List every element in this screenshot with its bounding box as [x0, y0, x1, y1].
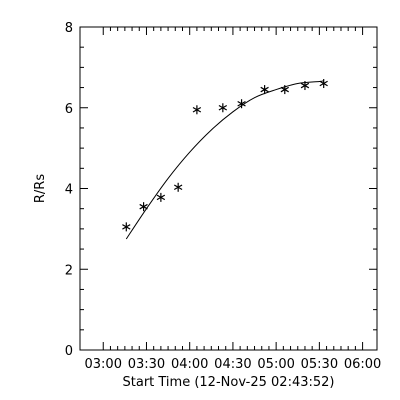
data-point — [156, 192, 166, 202]
data-point — [173, 182, 183, 192]
data-point — [237, 99, 246, 109]
fit-curve — [125, 80, 324, 240]
data-point — [300, 81, 310, 91]
plot-frame — [79, 26, 378, 351]
data-point — [139, 202, 148, 212]
x-tick-label: 05:30 — [301, 357, 338, 372]
data-point — [192, 105, 202, 115]
y-tick-label: 8 — [65, 21, 73, 36]
data-point — [280, 85, 289, 95]
x-tick-label: 04:00 — [171, 357, 208, 372]
y-tick-label: 4 — [65, 183, 73, 198]
x-tick-label: 03:00 — [85, 357, 122, 372]
x-axis-label: Start Time (12-Nov-25 02:43:52) — [123, 375, 335, 390]
y-axis-ticks: 0 2 4 6 8 — [65, 21, 377, 359]
data-point — [319, 79, 328, 89]
y-tick-label: 0 — [65, 344, 73, 359]
x-axis-ticks: 03:00 03:30 04:00 04:30 05:00 05:30 06:00 — [85, 27, 381, 372]
y-tick-label: 6 — [65, 102, 73, 117]
data-point — [218, 103, 228, 113]
data-points — [122, 79, 328, 232]
data-point — [122, 222, 131, 232]
data-point — [260, 85, 269, 95]
x-tick-label: 03:30 — [128, 357, 165, 372]
y-axis-label: R/Rs — [33, 174, 48, 203]
x-tick-label: 04:30 — [214, 357, 251, 372]
x-tick-label: 05:00 — [257, 357, 294, 372]
x-tick-label: 06:00 — [344, 357, 381, 372]
y-tick-label: 2 — [65, 263, 73, 278]
